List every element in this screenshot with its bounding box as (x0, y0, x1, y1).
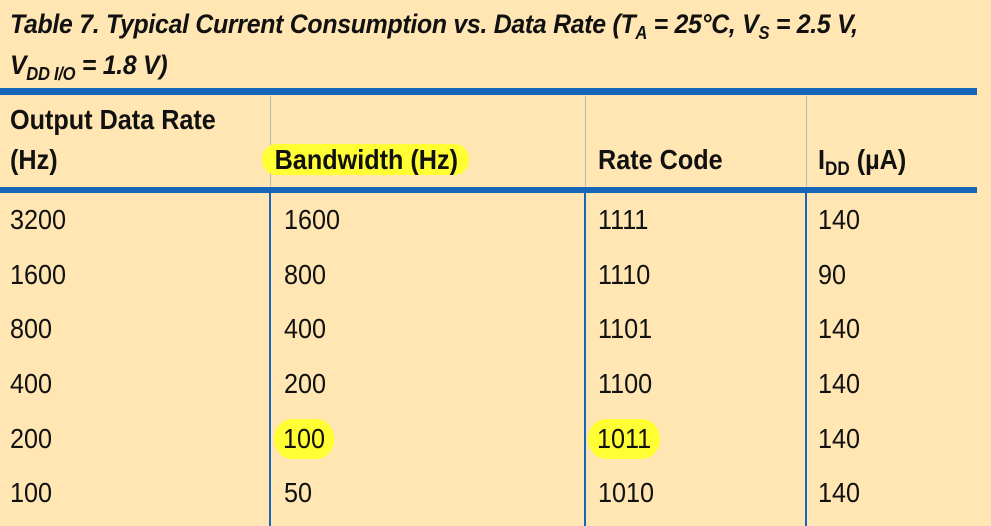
header-output-data-rate: Output Data Rate (Hz) (10, 104, 216, 175)
cell-bandwidth: 200 (284, 368, 327, 399)
cell-rate-code: 1111 (598, 204, 649, 235)
cell-idd: 140 (818, 477, 861, 508)
cell-bandwidth: 400 (284, 313, 327, 344)
cell-rate-code-highlighted: 1011 (588, 419, 661, 459)
cell-rate-code: 1100 (598, 368, 653, 399)
cell-idd: 140 (818, 204, 861, 235)
cell-rate-code: 1110 (598, 259, 651, 290)
cell-bandwidth: 800 (284, 259, 327, 290)
column-divider-3 (805, 193, 807, 526)
header-idd: IDD (µA) (818, 144, 907, 180)
header-rule (0, 187, 977, 193)
cell-odr: 200 (10, 423, 53, 454)
cell-idd: 90 (818, 259, 847, 290)
cell-odr: 100 (10, 477, 53, 508)
cell-idd: 140 (818, 423, 861, 454)
header-divider-1 (270, 96, 271, 186)
cell-odr: 400 (10, 368, 53, 399)
header-bandwidth-highlight: Bandwidth (Hz) (262, 144, 469, 175)
top-rule (0, 88, 977, 95)
header-bandwidth: Bandwidth (Hz) (262, 140, 469, 180)
column-divider-2 (584, 193, 586, 526)
cell-bandwidth-highlighted: 100 (274, 419, 335, 459)
cell-odr: 3200 (10, 204, 67, 235)
cell-odr: 1600 (10, 259, 67, 290)
header-rate-code: Rate Code (598, 144, 723, 175)
column-divider-1 (269, 193, 271, 526)
cell-odr: 800 (10, 313, 53, 344)
table-title: Table 7. Typical Current Consumption vs.… (10, 4, 907, 86)
table-title-line-1: Table 7. Typical Current Consumption vs.… (10, 9, 858, 43)
cell-bandwidth: 1600 (284, 204, 341, 235)
cell-bandwidth: 50 (284, 477, 313, 508)
header-divider-3 (806, 96, 807, 186)
cell-idd: 140 (818, 368, 861, 399)
cell-rate-code: 1101 (598, 313, 653, 344)
cell-rate-code: 1010 (598, 477, 655, 508)
cell-idd: 140 (818, 313, 861, 344)
table-title-line-2: VDD I/O = 1.8 V) (10, 50, 168, 84)
header-divider-2 (585, 96, 586, 186)
